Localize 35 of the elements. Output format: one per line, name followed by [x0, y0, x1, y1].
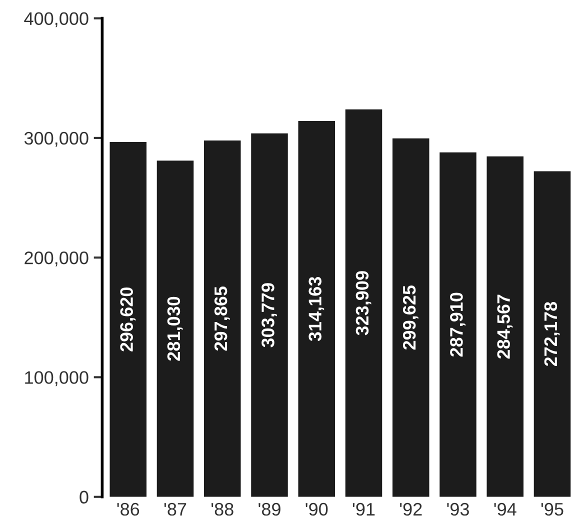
data-label: 284,567: [497, 294, 513, 359]
y-tick-label: 200,000: [24, 252, 88, 266]
x-tick-label: '95: [541, 502, 564, 516]
x-tick-label: '87: [164, 502, 186, 516]
x-tick-label: '90: [306, 502, 328, 516]
bar: [345, 109, 382, 497]
bar: [440, 152, 476, 497]
x-tick-label: '89: [258, 502, 280, 516]
data-label: 287,910: [450, 292, 466, 357]
x-tick-label: '92: [400, 502, 422, 516]
data-label: 323,909: [356, 271, 372, 336]
bar: [298, 120, 335, 497]
bar: [110, 142, 146, 497]
data-label: 314,163: [308, 276, 324, 342]
data-label: 299,625: [402, 285, 418, 350]
data-label: 296,620: [120, 288, 136, 352]
bar: [486, 156, 524, 497]
y-tick-label: 400,000: [24, 12, 88, 28]
x-tick-label: '93: [447, 502, 469, 516]
data-label: 281,030: [167, 296, 183, 361]
data-label: 303,779: [262, 283, 277, 348]
bar: [156, 160, 194, 497]
x-tick-label: '91: [352, 502, 375, 516]
bar: [534, 171, 571, 497]
bar: [251, 133, 288, 497]
y-tick-label: 0: [80, 490, 88, 504]
y-tick-label: 100,000: [25, 371, 88, 386]
y-tick-label: 300,000: [24, 132, 88, 147]
data-label: 297,865: [214, 286, 230, 351]
bar: [392, 138, 430, 497]
x-tick-label: '86: [117, 502, 140, 516]
x-tick-label: '94: [494, 502, 516, 516]
data-label: 272,178: [544, 302, 560, 366]
bar: [204, 140, 241, 497]
x-tick-label: '88: [212, 502, 234, 516]
